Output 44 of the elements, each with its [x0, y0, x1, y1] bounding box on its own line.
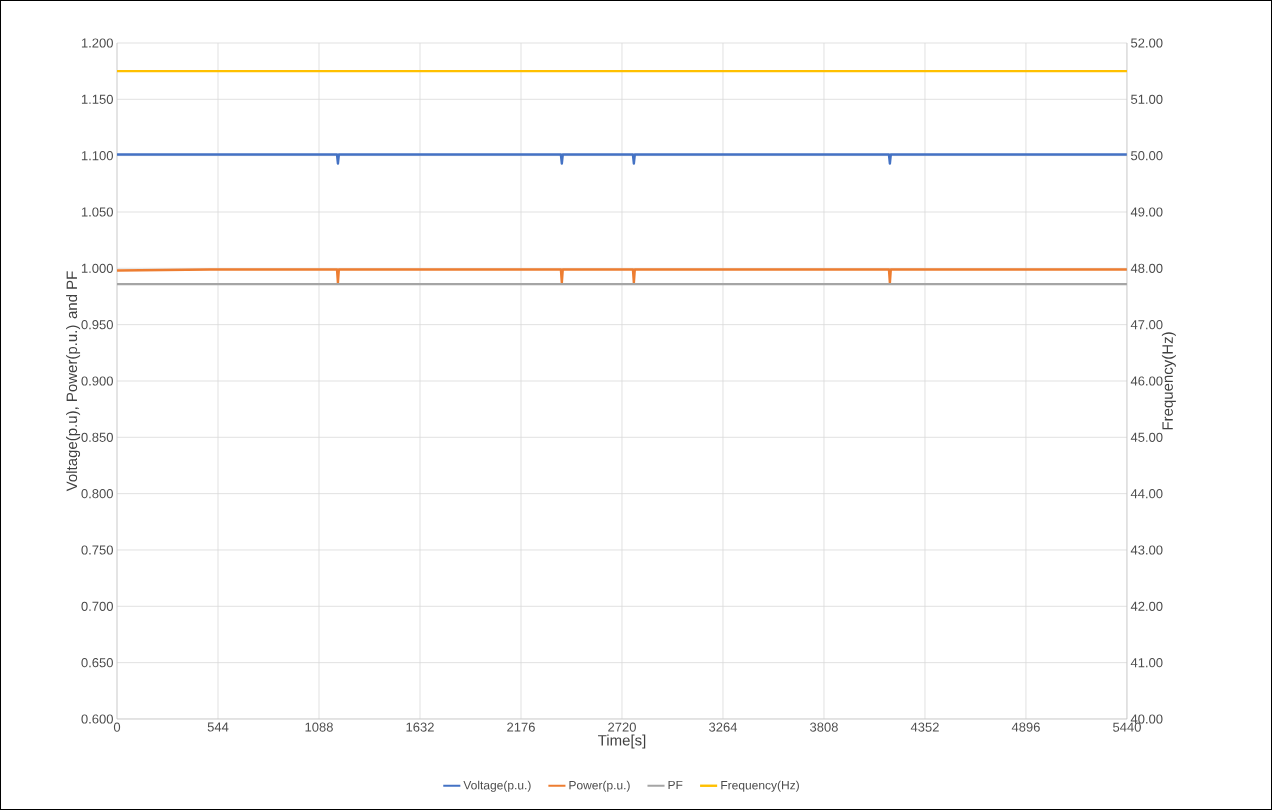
- y2-tick-label: 45.00: [1130, 432, 1163, 442]
- y2-tick-label: 46.00: [1130, 376, 1163, 386]
- y2-tick-label: 52.00: [1131, 38, 1163, 48]
- y2-tick-label: 47.00: [1130, 320, 1163, 330]
- y-tick-label: 1.200: [81, 38, 113, 48]
- y-tick-label: 0.950: [81, 320, 113, 330]
- y-tick-label: 0.650: [81, 658, 113, 668]
- x-tick-label: 0: [113, 722, 121, 732]
- x-tick-label: 3808: [810, 722, 838, 732]
- legend-label: Frequency(Hz): [721, 780, 799, 792]
- y2-tick-label: 48.00: [1130, 263, 1163, 273]
- x-tick-label: 3264: [709, 722, 738, 732]
- x-tick-label: 4352: [910, 722, 939, 732]
- y2-tick-label: 40.00: [1130, 714, 1163, 724]
- y2-axis-title: Frequency(Hz): [1161, 332, 1176, 430]
- y2-tick-label: 42.00: [1130, 601, 1163, 611]
- y-tick-label: 0.750: [81, 545, 113, 555]
- y2-tick-label: 51.00: [1131, 94, 1163, 104]
- y-tick-label: 1.050: [81, 207, 113, 217]
- x-tick-label: 544: [207, 722, 229, 732]
- x-tick-label: 2720: [608, 722, 636, 732]
- y-tick-label: 1.000: [81, 263, 113, 273]
- y-tick-label: 0.850: [81, 432, 113, 442]
- y-tick-label: 0.600: [81, 714, 113, 724]
- x-tick-label: 1632: [406, 722, 434, 732]
- y-axis-title: Voltage(p.u), Power(p.u.) and PF: [66, 271, 81, 492]
- y-tick-label: 0.800: [81, 489, 113, 499]
- x-tick-label: 1088: [305, 722, 333, 732]
- legend-label: Voltage(p.u.): [463, 780, 531, 792]
- y2-tick-label: 44.00: [1130, 489, 1163, 499]
- y2-tick-label: 41.00: [1130, 658, 1163, 668]
- x-axis-title: Time[s]: [598, 734, 646, 749]
- x-tick-label: 5440: [1113, 722, 1141, 732]
- x-tick-label: 2176: [507, 722, 535, 732]
- legend-label: PF: [668, 780, 683, 790]
- y-tick-label: 1.150: [81, 94, 113, 104]
- y2-tick-label: 49.00: [1130, 207, 1163, 217]
- y2-tick-label: 50.00: [1131, 151, 1163, 161]
- y2-tick-label: 43.00: [1130, 545, 1163, 555]
- y-tick-label: 0.700: [81, 601, 113, 611]
- x-tick-label: 4896: [1011, 722, 1040, 732]
- y-tick-label: 0.900: [81, 376, 113, 386]
- y-tick-label: 1.100: [81, 151, 113, 161]
- legend-label: Power(p.u.): [569, 780, 630, 792]
